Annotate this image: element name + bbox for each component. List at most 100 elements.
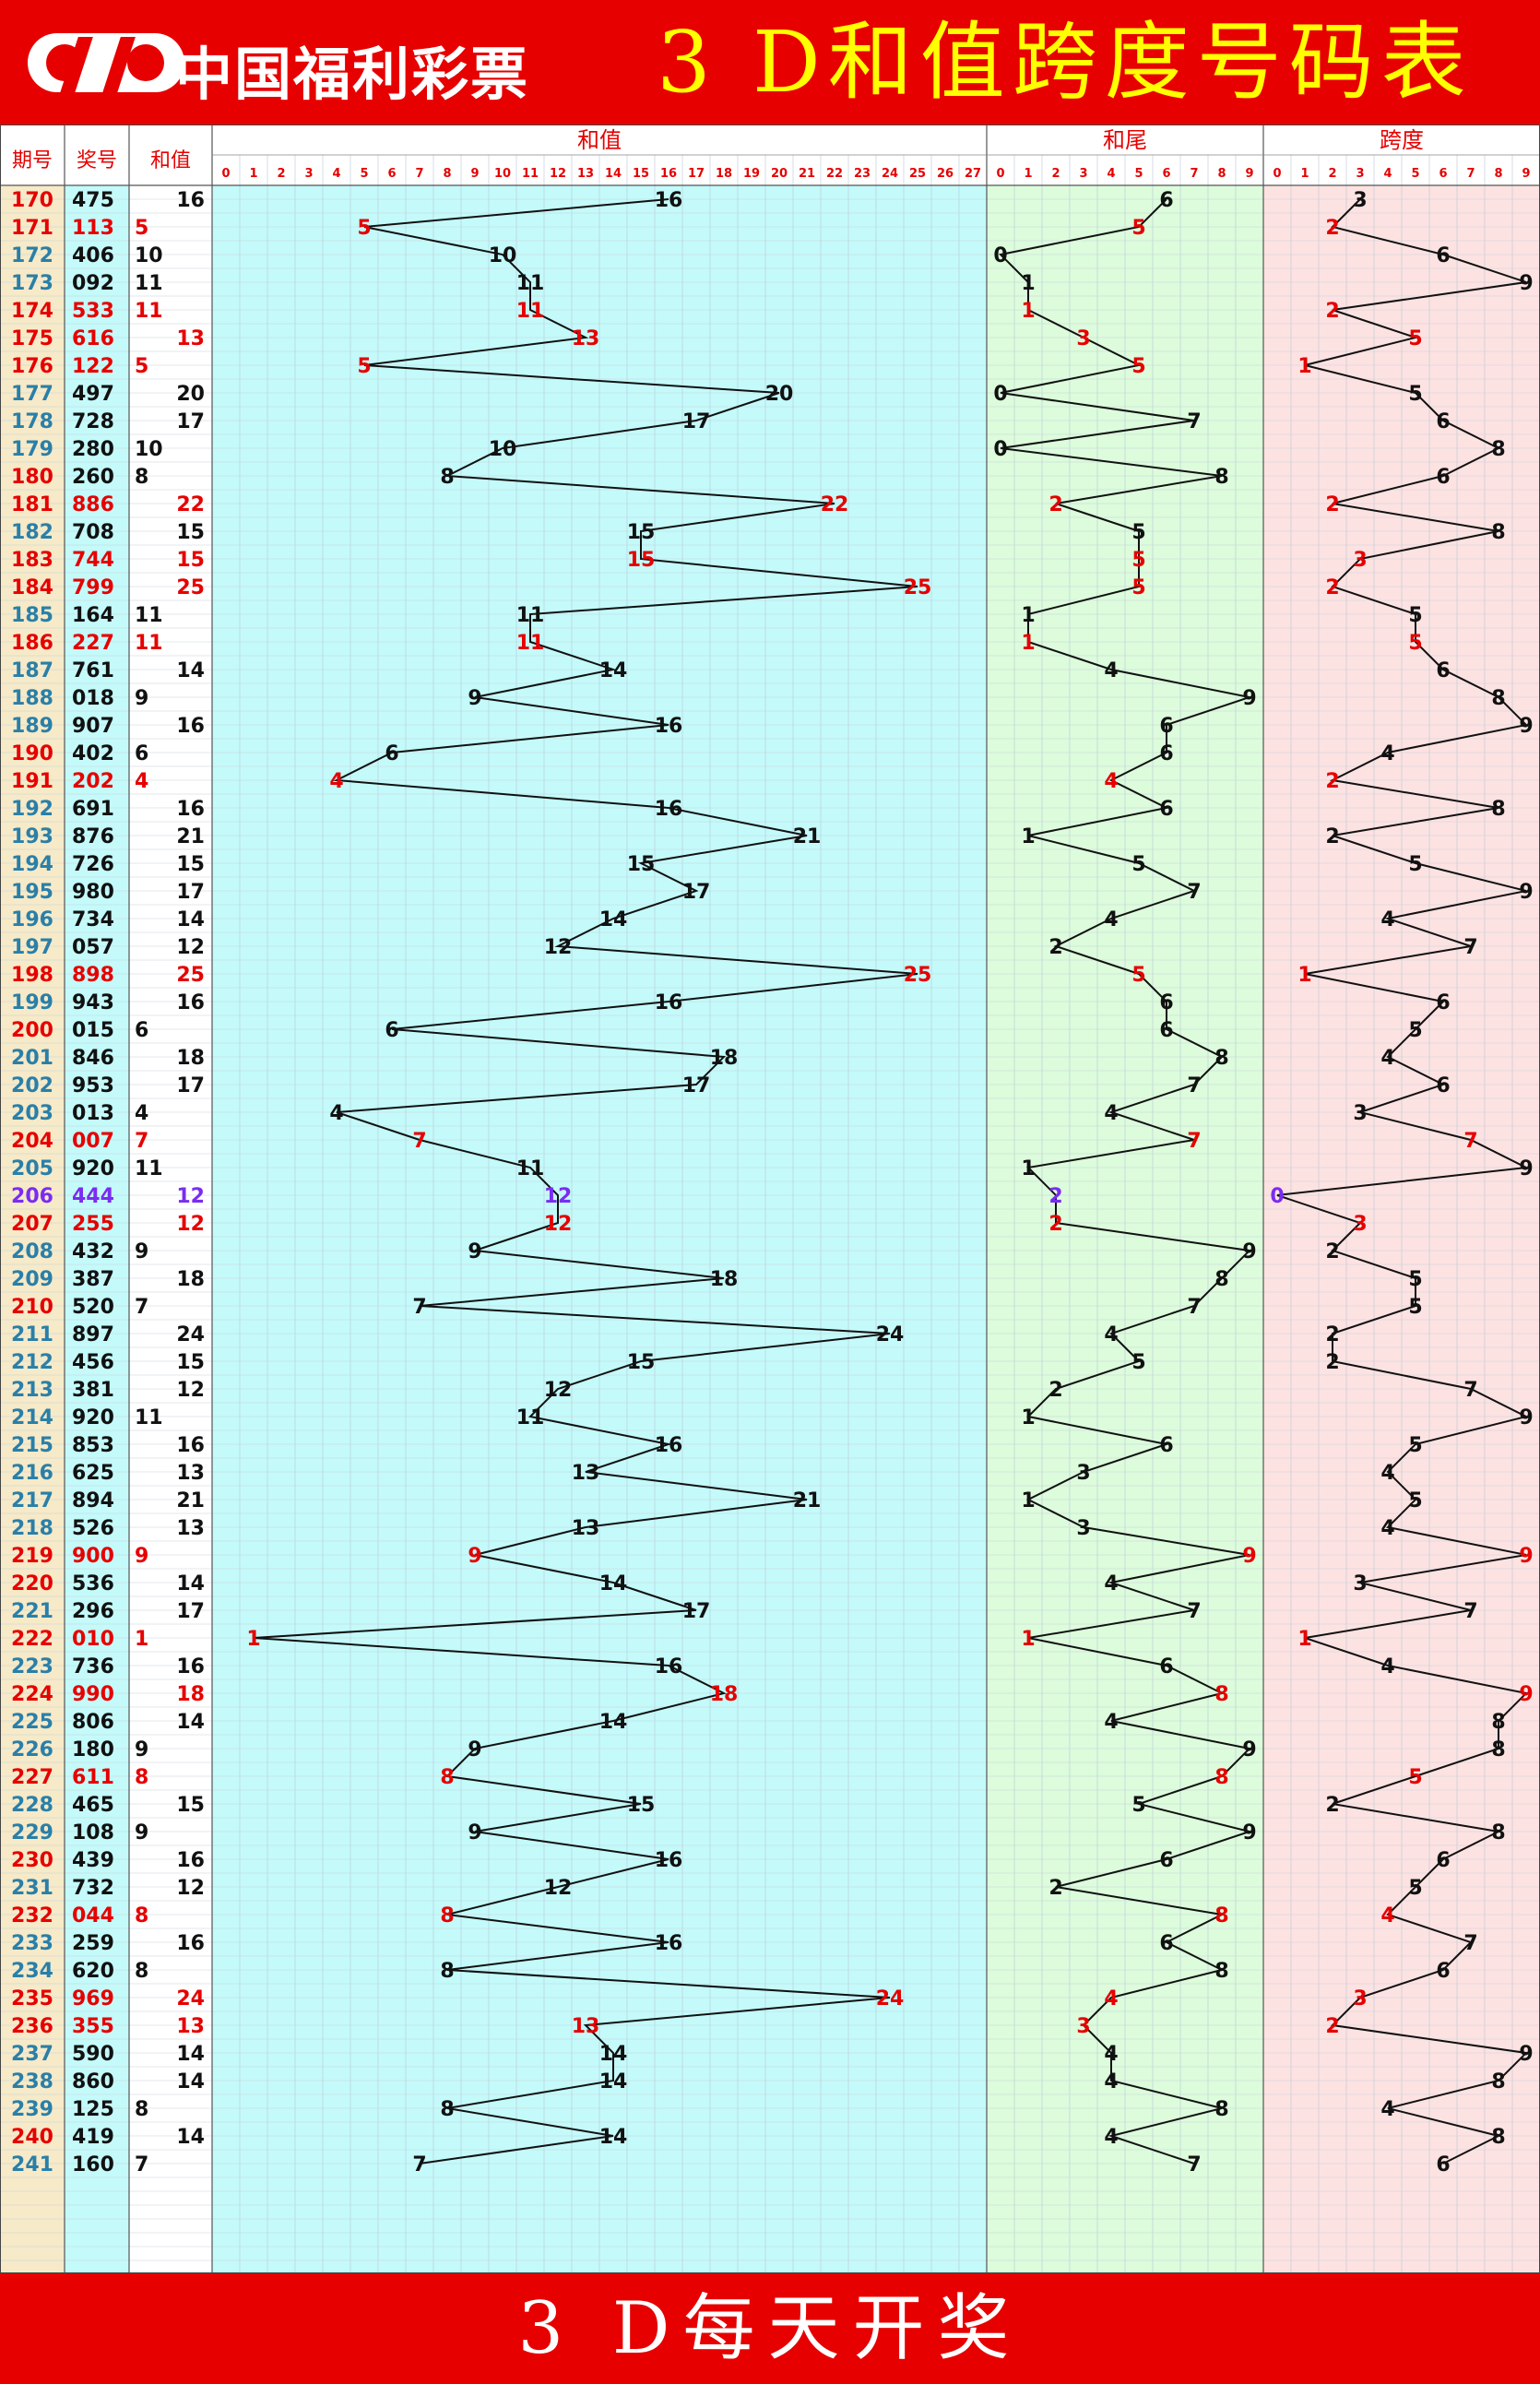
tail-tick-label: 4 [1107, 167, 1115, 181]
tail-series-point-label: 1 [1021, 1628, 1035, 1651]
tail-series-point-label: 6 [1159, 1434, 1173, 1457]
number-cell: 280 [72, 438, 114, 461]
tail-series-point-label: 4 [1104, 770, 1118, 793]
number-cell: 728 [72, 410, 114, 433]
number-cell: 497 [72, 383, 114, 406]
sum-tick-label: 11 [522, 167, 539, 181]
number-cell: 108 [72, 1821, 114, 1844]
span-series-point-label: 8 [1491, 521, 1505, 544]
span-series-point-label: 2 [1325, 1794, 1339, 1817]
sum-cell: 9 [135, 1545, 148, 1568]
issue-cell: 178 [11, 410, 53, 433]
logo-text: 中国福利彩票 [175, 41, 530, 108]
tail-series-point-label: 4 [1104, 908, 1118, 931]
number-column-bg [65, 185, 129, 2273]
tail-series-point-label: 9 [1242, 1545, 1256, 1568]
number-cell: 625 [72, 1462, 114, 1485]
span-series-point-label: 1 [1297, 964, 1311, 987]
span-series-point-label: 3 [1353, 549, 1367, 572]
sum-series-point-label: 12 [544, 1379, 573, 1402]
issue-cell: 227 [11, 1766, 53, 1789]
tail-series-point-label: 0 [993, 383, 1007, 406]
number-cell: 980 [72, 881, 114, 904]
number-cell: 160 [72, 2153, 114, 2176]
number-cell: 465 [72, 1794, 114, 1817]
number-cell: 406 [72, 244, 114, 267]
span-series-point-label: 1 [1297, 355, 1311, 378]
number-cell: 355 [72, 2015, 114, 2038]
span-series-point-label: 4 [1380, 1047, 1394, 1070]
sum-series-point-label: 5 [357, 217, 371, 240]
sum-cell: 9 [135, 1821, 148, 1844]
sum-cell: 13 [176, 327, 205, 350]
span-series-point-label: 2 [1325, 1351, 1339, 1374]
sum-cell: 17 [176, 881, 205, 904]
tail-series-point-label: 3 [1076, 1462, 1090, 1485]
tail-series-point-label: 9 [1242, 1240, 1256, 1263]
tail-series-point-label: 2 [1048, 1379, 1062, 1402]
tail-series-point-label: 7 [1187, 2153, 1201, 2176]
number-cell: 122 [72, 355, 114, 378]
number-cell: 439 [72, 1849, 114, 1872]
issue-cell: 218 [11, 1517, 53, 1540]
issue-cell: 206 [11, 1185, 53, 1208]
sum-tick-label: 27 [965, 167, 981, 181]
issue-cell: 229 [11, 1821, 53, 1844]
sum-series-point-label: 21 [793, 825, 822, 848]
tail-series-point-label: 6 [1159, 715, 1173, 738]
sum-series-point-label: 9 [468, 1821, 481, 1844]
issue-cell: 220 [11, 1572, 53, 1595]
sum-section-title: 和值 [577, 127, 622, 153]
span-series-point-label: 8 [1491, 2070, 1505, 2093]
sum-cell: 16 [176, 991, 205, 1014]
issue-cell: 182 [11, 521, 53, 544]
span-tick-label: 9 [1522, 167, 1530, 181]
span-series-point-label: 5 [1408, 853, 1422, 876]
tail-series-point-label: 3 [1076, 2015, 1090, 2038]
sum-cell: 8 [135, 1766, 148, 1789]
issue-cell: 194 [11, 853, 53, 876]
issue-cell: 200 [11, 1019, 53, 1042]
number-cell: 897 [72, 1323, 114, 1346]
span-series-point-label: 4 [1380, 2098, 1394, 2121]
sum-cell: 18 [176, 1683, 205, 1706]
span-series-point-label: 4 [1380, 742, 1394, 765]
sum-series-point-label: 7 [412, 2153, 426, 2176]
tail-series-point-label: 4 [1104, 2126, 1118, 2149]
sum-series-point-label: 14 [599, 1572, 628, 1595]
number-cell: 708 [72, 521, 114, 544]
tail-series-point-label: 6 [1159, 189, 1173, 212]
span-series-point-label: 6 [1436, 659, 1450, 682]
issue-cell: 183 [11, 549, 53, 572]
number-cell: 920 [72, 1157, 114, 1180]
sum-tick-label: 4 [332, 167, 340, 181]
tail-series-point-label: 5 [1131, 217, 1145, 240]
sum-cell: 6 [135, 1019, 148, 1042]
span-tick-label: 5 [1411, 167, 1419, 181]
sum-cell: 17 [176, 1600, 205, 1623]
issue-column-bg [0, 185, 65, 2273]
tail-series-point-label: 5 [1131, 853, 1145, 876]
span-series-point-label: 2 [1325, 2015, 1339, 2038]
number-cell: 381 [72, 1379, 114, 1402]
span-series-point-label: 7 [1463, 1600, 1477, 1623]
sum-series-point-label: 11 [516, 272, 545, 295]
issue-cell: 228 [11, 1794, 53, 1817]
span-series-point-label: 7 [1463, 1379, 1477, 1402]
tail-series-line [998, 198, 1253, 2165]
tail-series-point-label: 7 [1187, 1600, 1201, 1623]
sum-series-point-label: 17 [682, 1600, 711, 1623]
sum-cell: 21 [176, 1489, 205, 1512]
tail-series-point-label: 5 [1131, 1351, 1145, 1374]
sum-series-point-label: 24 [876, 1987, 905, 2010]
sum-cell: 15 [176, 1351, 205, 1374]
number-cell: 533 [72, 300, 114, 323]
issue-cell: 191 [11, 770, 53, 793]
sum-cell: 13 [176, 1462, 205, 1485]
issue-cell: 240 [11, 2126, 53, 2149]
issue-cell: 241 [11, 2153, 53, 2176]
sum-cell: 12 [176, 1213, 205, 1236]
sum-series-point-label: 18 [710, 1268, 739, 1291]
span-series-point-label: 3 [1353, 1102, 1367, 1125]
